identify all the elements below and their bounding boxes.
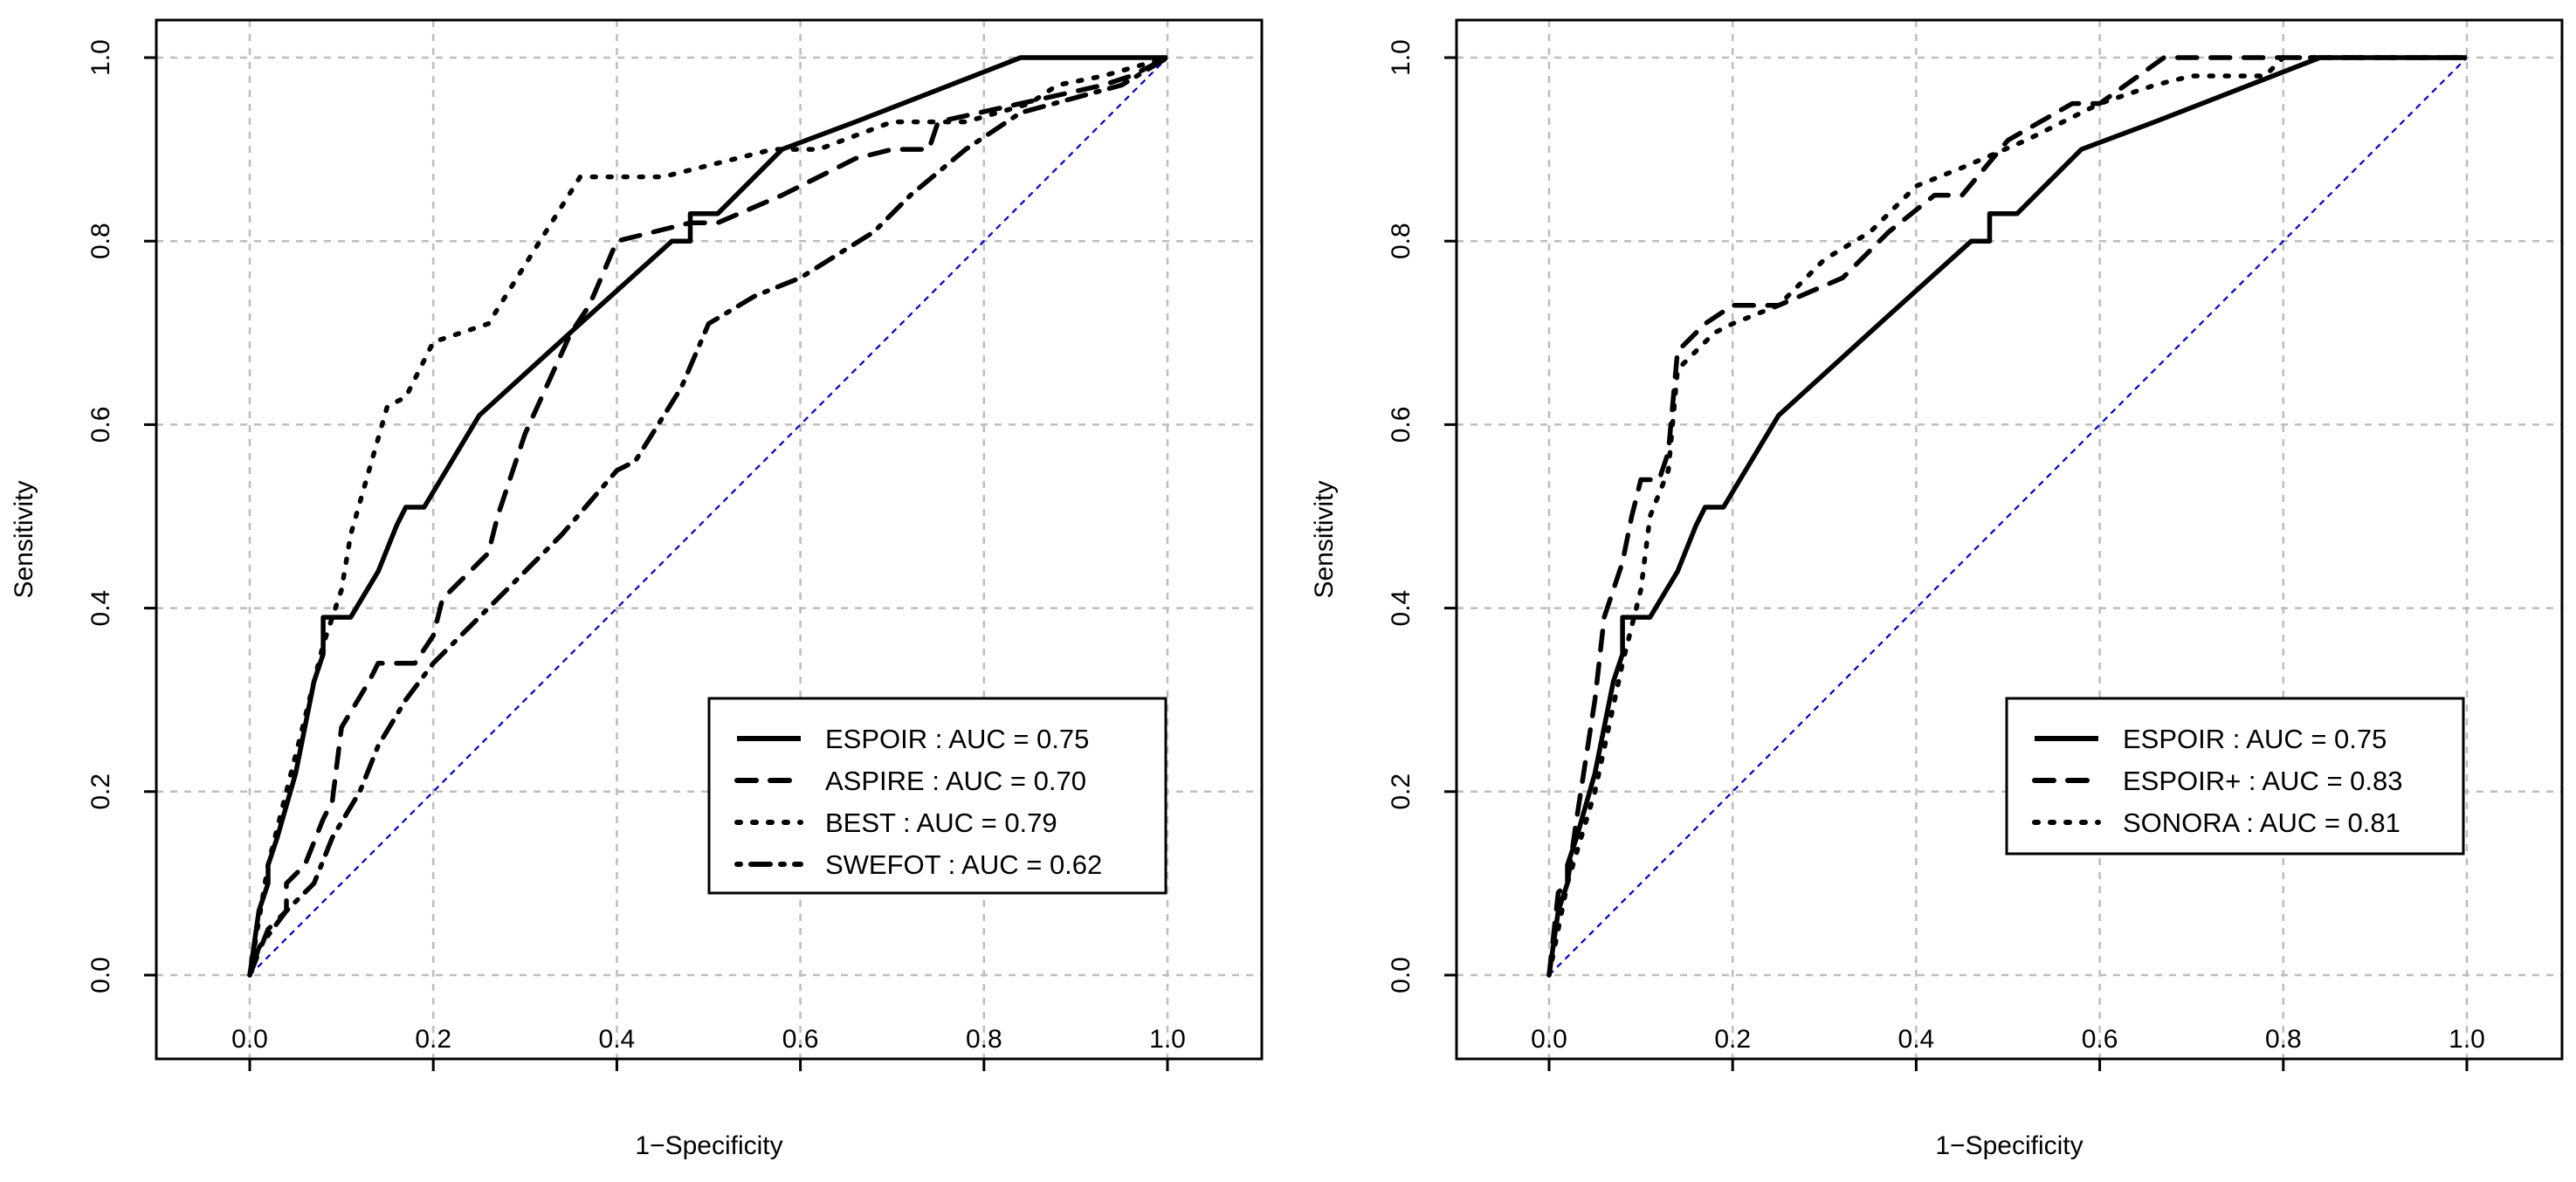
y-tick-label: 0.8 — [86, 223, 115, 259]
x-tick-label: 0.6 — [782, 1025, 819, 1054]
roc-curve-espoir-plus — [1546, 55, 2469, 978]
x-tick-label: 0.8 — [2265, 1025, 2302, 1054]
y-axis-label: Sensitivity — [1310, 480, 1339, 598]
x-axis-label: 1−Specificity — [1935, 1131, 2083, 1160]
legend: ESPOIR : AUC = 0.75 ESPOIR+ : AUC = 0.83 S… — [2005, 697, 2465, 856]
y-tick-label: 0.2 — [1387, 773, 1415, 810]
legend-box — [2005, 697, 2465, 856]
x-tick-label: 0.6 — [2082, 1025, 2118, 1054]
roc-curve-aspire — [247, 55, 1170, 978]
x-tick-label: 0.0 — [1531, 1025, 1567, 1054]
legend-entry-label: BEST : AUC = 0.79 — [825, 807, 1057, 838]
y-tick-label: 0.0 — [1387, 957, 1415, 993]
x-tick-label: 0.4 — [1898, 1025, 1935, 1054]
roc-panel-1: 0.0 0.0 0.2 0.2 0.4 0.4 0.6 0.6 0.8 0.8 1.0 1.0 1−Sp… — [10, 18, 1264, 1160]
legend-box — [707, 697, 1167, 895]
x-tick-label: 0.2 — [415, 1025, 451, 1054]
legend-entry-label: ESPOIR : AUC = 0.75 — [2123, 724, 2387, 754]
y-tick-label: 0.0 — [86, 957, 115, 993]
x-axis-label: 1−Specificity — [635, 1131, 782, 1160]
roc-curve-swefot — [247, 55, 1170, 978]
x-tick-label: 0.8 — [966, 1025, 1002, 1054]
chance-diagonal-line — [249, 57, 1168, 976]
legend: ESPOIR : AUC = 0.75 ASPIRE : AUC = 0.70 BE… — [707, 697, 1167, 895]
x-tick-label: 0.2 — [1714, 1025, 1751, 1054]
legend-entry-label: ESPOIR+ : AUC = 0.83 — [2123, 766, 2403, 796]
y-tick-label: 0.4 — [86, 590, 115, 627]
legend-entry-label: ASPIRE : AUC = 0.70 — [825, 766, 1086, 796]
x-tick-label: 1.0 — [2449, 1025, 2485, 1054]
x-tick-label: 1.0 — [1149, 1025, 1186, 1054]
y-tick-label: 1.0 — [1387, 39, 1415, 76]
y-tick-label: 0.6 — [1387, 407, 1415, 443]
roc-curve-espoir — [247, 55, 1167, 976]
x-tick-label: 0.0 — [231, 1025, 268, 1054]
roc-curve-best — [247, 55, 1170, 978]
roc-panel-2: 0.0 0.0 0.2 0.2 0.4 0.4 0.6 0.6 0.8 0.8 1.0 1.0 1−Sp… — [1310, 18, 2564, 1160]
plot-frame — [1455, 18, 2564, 1061]
y-tick-label: 0.6 — [86, 407, 115, 443]
plot-frame — [155, 18, 1264, 1061]
y-tick-label: 1.0 — [86, 39, 115, 76]
roc-curve-sonora — [1546, 55, 2469, 978]
y-tick-label: 0.8 — [1387, 223, 1415, 259]
legend-entry-label: SONORA : AUC = 0.81 — [2123, 807, 2400, 838]
x-tick-label: 0.4 — [599, 1025, 636, 1054]
legend-entry-label: ESPOIR : AUC = 0.75 — [825, 724, 1089, 754]
y-axis-label: Sensitivity — [10, 480, 38, 598]
y-tick-label: 0.2 — [86, 773, 115, 810]
y-tick-label: 0.4 — [1387, 590, 1415, 627]
chance-diagonal-line — [1548, 57, 2468, 976]
legend-entry-label: SWEFOT : AUC = 0.62 — [825, 849, 1102, 880]
